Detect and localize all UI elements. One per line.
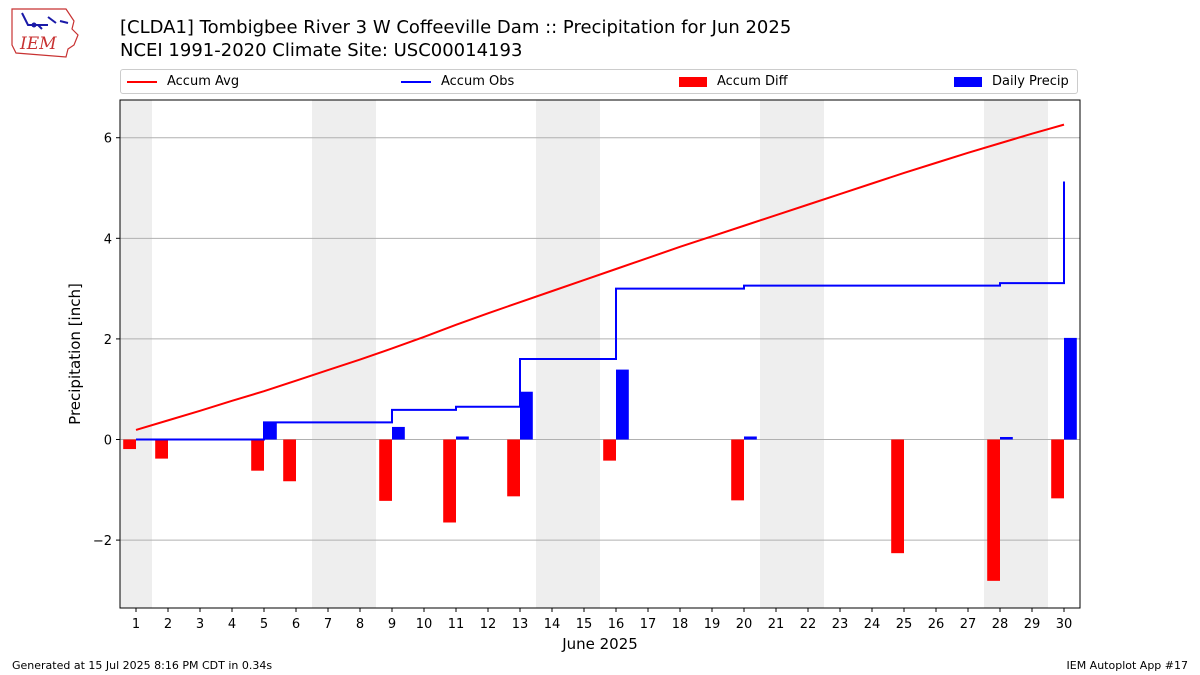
x-tick-label: 5	[260, 617, 268, 632]
y-tick-label: 6	[104, 132, 112, 147]
chart-title: [CLDA1] Tombigbee River 3 W Coffeeville …	[120, 17, 792, 38]
x-tick-label: 2	[164, 617, 172, 632]
x-tick-label: 15	[576, 617, 593, 632]
diff-bar	[379, 439, 392, 501]
weekend-shade	[312, 100, 376, 608]
diff-bar	[251, 439, 264, 471]
legend-label-avg: Accum Avg	[167, 74, 240, 89]
daily-precip-bar	[264, 422, 277, 440]
daily-precip-bar	[456, 436, 469, 440]
x-tick-label: 26	[928, 617, 945, 632]
x-axis-label: June 2025	[561, 635, 638, 653]
x-tick-label: 8	[356, 617, 364, 632]
x-tick-label: 9	[388, 617, 396, 632]
x-tick-label: 11	[448, 617, 465, 632]
footer-generated: Generated at 15 Jul 2025 8:16 PM CDT in …	[12, 659, 273, 672]
x-tick-label: 19	[704, 617, 721, 632]
daily-precip-bar	[1064, 337, 1077, 440]
x-tick-label: 28	[992, 617, 1009, 632]
footer-app: IEM Autoplot App #17	[1066, 659, 1189, 672]
accum-obs-line	[136, 181, 1065, 441]
x-tick-label: 21	[768, 617, 785, 632]
x-tick-label: 18	[672, 617, 689, 632]
legend-swatch-diff	[679, 76, 707, 87]
legend-label-diff: Accum Diff	[717, 74, 788, 89]
diff-bar	[123, 439, 136, 450]
diff-bar	[1051, 439, 1064, 499]
x-tick-label: 24	[864, 617, 881, 632]
diff-bar	[603, 439, 616, 461]
legend-item-daily-precip: Daily Precip	[954, 70, 1069, 93]
x-tick-label: 12	[480, 617, 497, 632]
x-tick-label: 30	[1056, 617, 1073, 632]
x-tick-label: 16	[608, 617, 625, 632]
y-tick-label: 2	[104, 333, 112, 348]
x-tick-label: 17	[640, 617, 657, 632]
legend-swatch-avg	[127, 80, 157, 83]
y-axis-label: Precipitation [inch]	[66, 283, 84, 425]
daily-precip-bar	[744, 436, 757, 440]
iem-logo: IEM	[8, 5, 80, 63]
legend-label-obs: Accum Obs	[441, 74, 515, 89]
x-tick-label: 22	[800, 617, 817, 632]
x-tick-label: 20	[736, 617, 753, 632]
x-tick-label: 10	[416, 617, 433, 632]
weekend-shade	[536, 100, 600, 608]
legend: Accum Avg Accum Obs Accum Diff Daily Pre…	[120, 69, 1078, 94]
y-tick-label: 0	[104, 434, 112, 449]
diff-bar	[155, 439, 168, 459]
daily-precip-bar	[1000, 436, 1013, 440]
x-tick-label: 14	[544, 617, 561, 632]
legend-swatch-obs	[401, 80, 431, 83]
diff-bar	[731, 439, 744, 501]
x-tick-label: 6	[292, 617, 300, 632]
legend-item-accum-diff: Accum Diff	[679, 70, 788, 93]
y-tick-label: 4	[104, 232, 112, 247]
weekend-shade	[120, 100, 152, 608]
x-tick-label: 29	[1024, 617, 1041, 632]
x-tick-label: 7	[324, 617, 332, 632]
logo-text: IEM	[19, 34, 57, 54]
plot-frame	[119, 99, 1081, 609]
x-tick-label: 3	[196, 617, 204, 632]
diff-bar	[443, 439, 456, 523]
chart-subtitle: NCEI 1991-2020 Climate Site: USC00014193	[120, 40, 523, 61]
y-tick-label: −2	[93, 534, 112, 549]
x-tick-label: 27	[960, 617, 977, 632]
accum-avg-line	[135, 123, 1065, 431]
x-tick-label: 13	[512, 617, 529, 632]
legend-label-daily: Daily Precip	[992, 74, 1069, 89]
x-tick-label: 23	[832, 617, 849, 632]
legend-item-accum-obs: Accum Obs	[401, 70, 514, 93]
iem-iowa-logo-icon: IEM	[11, 8, 79, 58]
x-tick-label: 1	[132, 617, 140, 632]
daily-precip-bar	[392, 426, 405, 440]
diff-bar	[891, 439, 904, 554]
diff-bar	[507, 439, 520, 497]
daily-precip-bar	[616, 369, 629, 440]
daily-precip-bar	[520, 391, 533, 440]
x-tick-label: 4	[228, 617, 236, 632]
weekend-shade	[760, 100, 824, 608]
legend-item-accum-avg: Accum Avg	[127, 70, 239, 93]
x-tick-label: 25	[896, 617, 913, 632]
legend-swatch-daily	[954, 76, 982, 87]
diff-bar	[987, 439, 1000, 581]
diff-bar	[283, 439, 296, 482]
